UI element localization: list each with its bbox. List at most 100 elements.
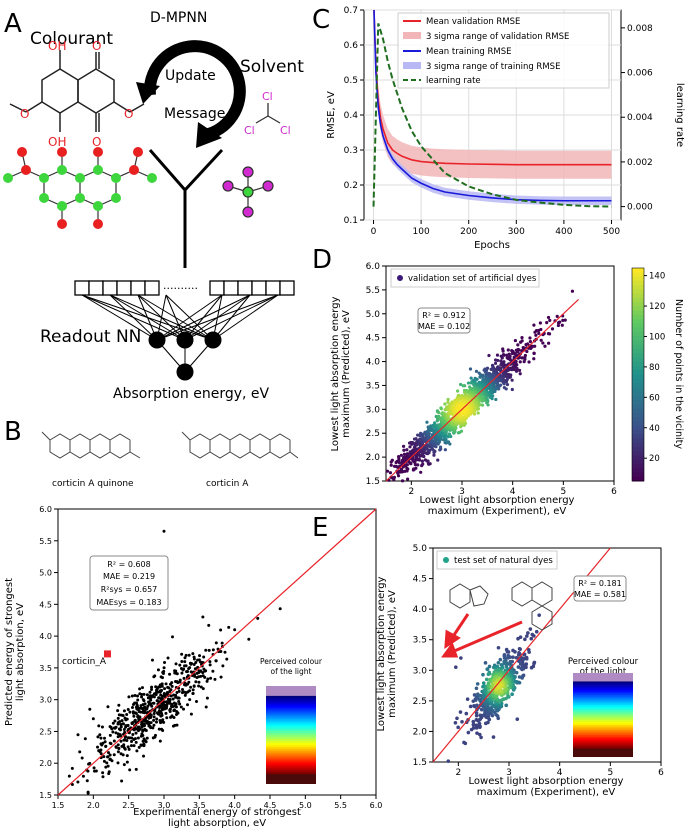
y-tick-label: 2.0: [366, 453, 381, 463]
data-point: [130, 706, 134, 710]
plot-d-frame: [385, 265, 615, 482]
data-point: [560, 323, 564, 327]
data-point: [136, 694, 140, 698]
spectrum-band: [573, 736, 633, 740]
data-point: [185, 703, 189, 707]
data-point: [137, 745, 141, 749]
data-point: [174, 680, 178, 684]
spectrum-band: [573, 694, 633, 698]
data-point: [83, 737, 87, 741]
data-point: [111, 721, 115, 725]
data-point: [437, 410, 441, 415]
y-tick-label: 2.5: [39, 727, 52, 736]
data-point: [161, 672, 165, 676]
colorbar-band: [632, 280, 644, 286]
colorbar-band: [632, 472, 644, 478]
colorbar-band: [632, 365, 644, 371]
data-point: [122, 738, 126, 742]
data-point: [114, 731, 118, 735]
data-point: [135, 749, 139, 753]
data-point: [385, 469, 390, 473]
colourant-graph: [7, 151, 153, 224]
colorbar-band: [632, 395, 644, 401]
update-label: Update: [165, 68, 216, 84]
data-point: [227, 625, 231, 629]
data-point: [527, 360, 531, 364]
data-point: [106, 705, 110, 709]
y-tick-label: 4.0: [366, 358, 381, 368]
data-point: [108, 757, 112, 761]
data-point: [150, 658, 154, 662]
data-point: [157, 727, 161, 731]
spectrum-band: [266, 703, 316, 707]
data-point: [122, 727, 126, 731]
spectrum-top-cap: [266, 686, 316, 696]
colorbar-band: [632, 455, 644, 461]
spectrum-band: [573, 735, 633, 738]
y-tick-label: 1.5: [366, 477, 380, 487]
data-point: [487, 353, 491, 358]
vector-cell: [144, 280, 160, 296]
plot-e-x-label: Lowest light absorption energy maximum (E…: [469, 776, 624, 798]
data-point: [422, 454, 426, 458]
data-point: [106, 751, 110, 755]
data-point: [166, 656, 170, 660]
data-point: [180, 688, 184, 692]
data-point: [474, 369, 479, 373]
data-point: [198, 660, 202, 664]
data-point: [525, 634, 529, 638]
corticin-a-label: corticin A: [206, 479, 249, 489]
data-point: [98, 733, 102, 737]
solvent-label: Solvent: [240, 57, 304, 77]
data-point: [107, 770, 111, 774]
data-point: [166, 685, 170, 689]
plot-b-points: [57, 508, 377, 796]
data-point: [520, 356, 524, 360]
data-point: [223, 650, 227, 654]
data-point: [184, 653, 188, 657]
colorbar-band: [632, 319, 644, 324]
data-point: [134, 711, 138, 715]
x-tick-label: 200: [460, 227, 477, 237]
data-point: [501, 349, 505, 353]
data-point: [156, 668, 160, 672]
spectrum-band: [266, 709, 316, 712]
colorbar-band: [632, 314, 644, 320]
data-point: [533, 330, 537, 334]
data-point: [106, 755, 110, 759]
data-point: [145, 736, 149, 740]
data-point: [521, 345, 525, 350]
plot-e-axes: 2 3 4 5 6 1.5 2.0 2.5 3.0 3.5 4.0 4.5 5.0: [413, 544, 664, 778]
data-point: [86, 790, 90, 794]
spectrum-band: [573, 701, 633, 704]
data-point: [201, 687, 205, 691]
colorbar-band: [632, 336, 644, 341]
data-point: [154, 720, 158, 724]
data-point: [463, 421, 468, 425]
data-point: [191, 652, 195, 656]
data-point: [127, 695, 131, 699]
data-point: [505, 356, 509, 360]
data-point: [436, 458, 440, 462]
data-point: [517, 646, 522, 651]
data-point: [399, 453, 403, 457]
x-tick-label: 3: [459, 487, 465, 497]
data-point: [177, 689, 181, 693]
plot-e-colour-bar-title: Perceived colour of the light: [568, 657, 639, 677]
colorbar-band: [632, 289, 644, 295]
merge-connector: [148, 148, 224, 268]
data-point: [388, 471, 393, 475]
vector-cell: [223, 280, 239, 296]
data-point: [103, 736, 107, 740]
data-point: [152, 712, 156, 716]
colorbar-band: [632, 361, 644, 367]
y-tick-label: 5.5: [366, 286, 380, 296]
data-point: [499, 701, 504, 706]
data-point: [126, 745, 130, 749]
x-tick-label: 0: [371, 227, 377, 237]
data-point: [428, 448, 432, 452]
data-point: [464, 711, 469, 716]
spectrum-band: [573, 738, 633, 741]
data-point: [405, 452, 410, 456]
data-point: [425, 420, 429, 424]
